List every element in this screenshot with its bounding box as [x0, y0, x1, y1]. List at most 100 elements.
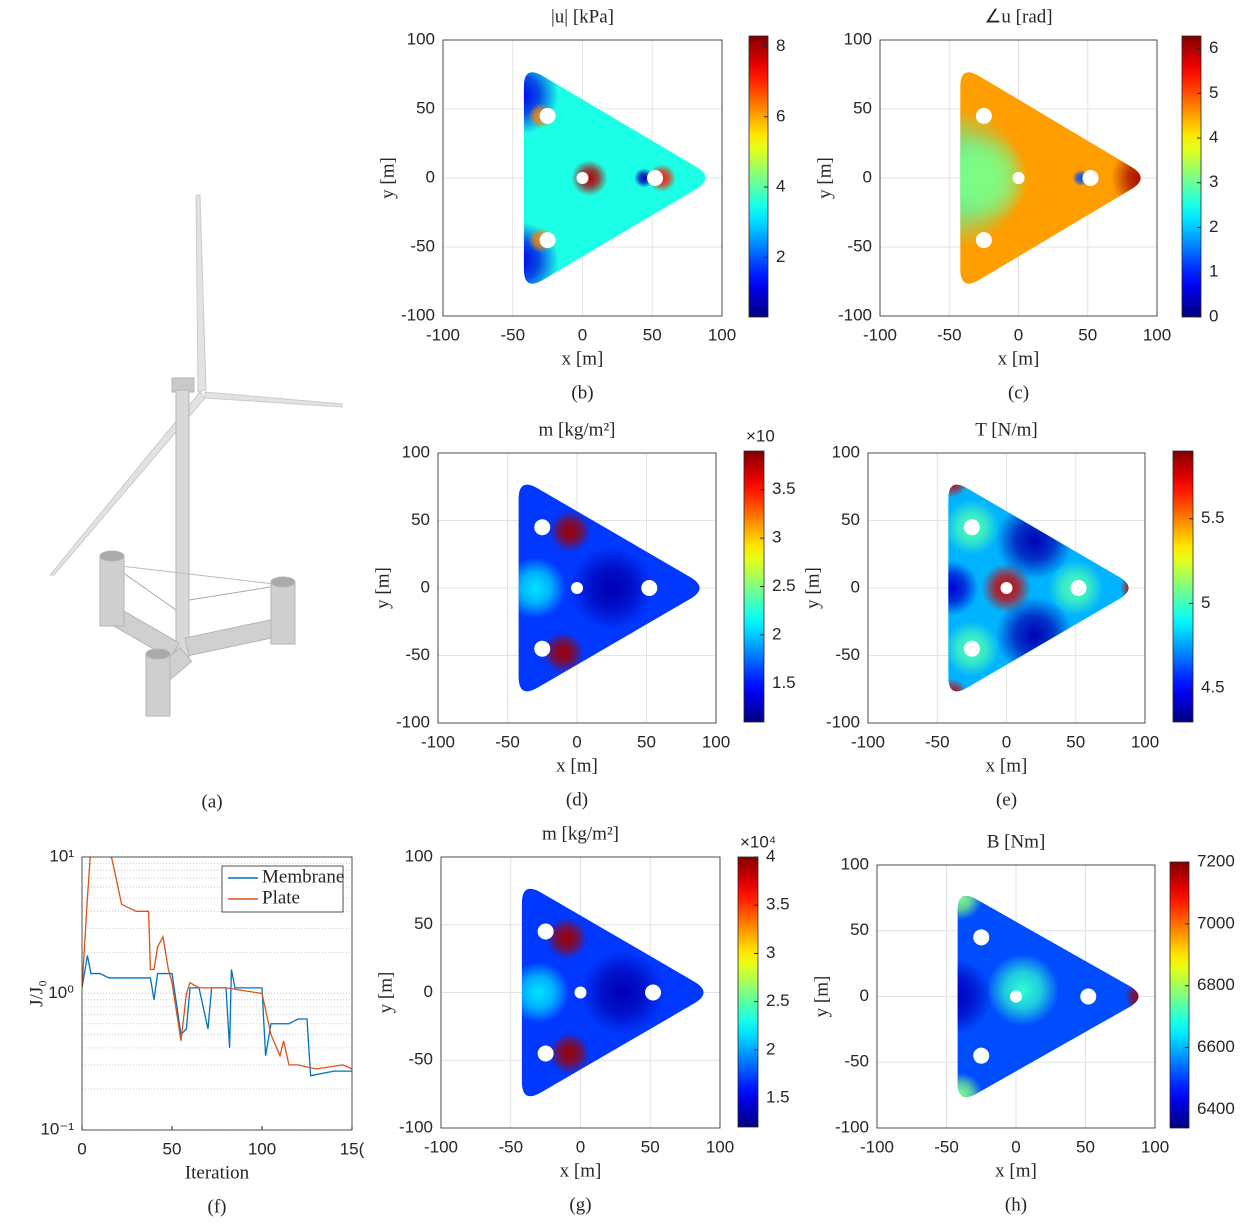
chart-title: |u| [kPa]: [551, 6, 614, 27]
colorbar-tick-label: 6800: [1197, 975, 1235, 994]
turbine-illustration: [50, 195, 342, 716]
x-tick-label: -100: [421, 732, 455, 751]
x-tick-label: 50: [1078, 325, 1097, 344]
x-axis-label: Iteration: [185, 1162, 250, 1183]
hole: [571, 582, 583, 594]
x-tick-label: 50: [641, 1137, 660, 1156]
y-axis-label: J/J₀: [26, 980, 47, 1007]
colorbar-tick-label: 3.5: [766, 895, 790, 914]
colorbar-tick-label: 6: [1209, 38, 1218, 57]
chart-title: ∠u [rad]: [984, 6, 1052, 27]
colorbar-tick-label: 2: [1209, 217, 1218, 236]
x-tick-label: -100: [426, 325, 460, 344]
y-axis-label: y [m]: [802, 567, 823, 609]
x-tick-label: 0: [1002, 732, 1011, 751]
x-tick-label: -100: [424, 1137, 458, 1156]
hole: [575, 987, 587, 999]
x-tick-label: -50: [934, 1137, 959, 1156]
x-axis-label: x [m]: [986, 755, 1028, 776]
caption: (f): [208, 1196, 227, 1217]
x-tick-label: -50: [925, 732, 950, 751]
hole: [645, 985, 661, 1001]
colorbar-tick-label: 8: [776, 36, 785, 55]
colorbar-multiplier: ×10⁴: [740, 832, 776, 851]
y-tick-label: -100: [401, 305, 435, 324]
caption: (g): [569, 1194, 591, 1215]
y-tick-label: -50: [408, 1050, 433, 1069]
colorbar-tick-label: 2: [776, 247, 785, 266]
hole: [577, 172, 589, 184]
hole: [1083, 170, 1099, 186]
colorbar-tick-label: 5: [1201, 593, 1210, 612]
y-tick-label: 50: [416, 98, 435, 117]
hole: [540, 108, 556, 124]
x-axis-label: x [m]: [560, 1160, 602, 1181]
x-axis-label: x [m]: [995, 1160, 1037, 1181]
chart-title: m [kg/m²]: [542, 823, 619, 844]
colorbar-tick-label: 2.5: [766, 991, 790, 1010]
colorbar-tick-label: 5.5: [1201, 508, 1225, 527]
colorbar-tick-label: 0: [1209, 306, 1218, 325]
x-tick-label: 0: [1014, 325, 1023, 344]
y-tick-label: 0: [863, 167, 872, 186]
x-tick-label: 50: [1076, 1137, 1095, 1156]
y-axis-label: y [m]: [811, 976, 832, 1018]
x-tick-label: 100: [702, 732, 730, 751]
x-axis-label: x [m]: [556, 755, 598, 776]
hole: [1080, 989, 1096, 1005]
colorbar-tick-label: 1.5: [766, 1088, 790, 1107]
x-tick-label: 0: [576, 1137, 585, 1156]
hole: [1071, 580, 1087, 596]
y-axis-label: y [m]: [377, 157, 398, 199]
field-spot: [987, 954, 1059, 1026]
x-tick-label: 15(: [340, 1139, 365, 1158]
colorbar: [749, 36, 768, 317]
colorbar-tick-label: 5: [1209, 83, 1218, 102]
y-tick-label: -50: [844, 1052, 869, 1071]
colorbar: [738, 857, 758, 1127]
y-tick-label: -100: [396, 712, 430, 731]
chart-title: B [Nm]: [987, 831, 1046, 852]
y-tick-label: -100: [835, 1117, 869, 1136]
y-tick-label: 0: [421, 577, 430, 596]
hole: [540, 232, 556, 248]
x-tick-label: 50: [1066, 732, 1085, 751]
hole: [964, 641, 980, 657]
y-tick-label: 50: [841, 510, 860, 529]
hole: [538, 1045, 554, 1061]
field-spot: [546, 917, 588, 959]
hole: [641, 580, 657, 596]
y-tick-label: -100: [838, 305, 872, 324]
x-tick-label: 100: [248, 1139, 276, 1158]
colorbar-tick-label: 3: [772, 528, 781, 547]
x-tick-label: 100: [708, 325, 736, 344]
y-tick-label: -100: [399, 1117, 433, 1136]
x-tick-label: 0: [1011, 1137, 1020, 1156]
y-tick-label: -50: [405, 645, 430, 664]
y-tick-label: 100: [402, 442, 430, 461]
colorbar-tick-label: 2: [766, 1039, 775, 1058]
colorbar-tick-label: 3: [1209, 172, 1218, 191]
colorbar-tick-label: 1: [1209, 262, 1218, 281]
y-axis-label: y [m]: [375, 972, 396, 1014]
x-tick-label: -100: [863, 325, 897, 344]
y-axis-label: y [m]: [372, 567, 393, 609]
colorbar-tick-label: 4.5: [1201, 678, 1225, 697]
x-tick-label: -50: [937, 325, 962, 344]
colorbar-tick-label: 3.5: [772, 479, 796, 498]
colorbar: [1170, 862, 1189, 1128]
hole: [647, 170, 663, 186]
caption: (b): [571, 382, 593, 403]
y-tick-label: 10⁰: [48, 983, 74, 1002]
colorbar-tick-label: 2: [772, 624, 781, 643]
hole: [1010, 991, 1022, 1003]
caption: (a): [201, 791, 222, 812]
y-axis-label: y [m]: [814, 157, 835, 199]
legend-label: Membrane: [262, 866, 344, 887]
x-tick-label: 50: [643, 325, 662, 344]
colorbar-tick-label: 4: [776, 177, 785, 196]
y-tick-label: 50: [853, 98, 872, 117]
x-tick-label: 0: [572, 732, 581, 751]
y-tick-label: 0: [851, 577, 860, 596]
hole: [534, 641, 550, 657]
